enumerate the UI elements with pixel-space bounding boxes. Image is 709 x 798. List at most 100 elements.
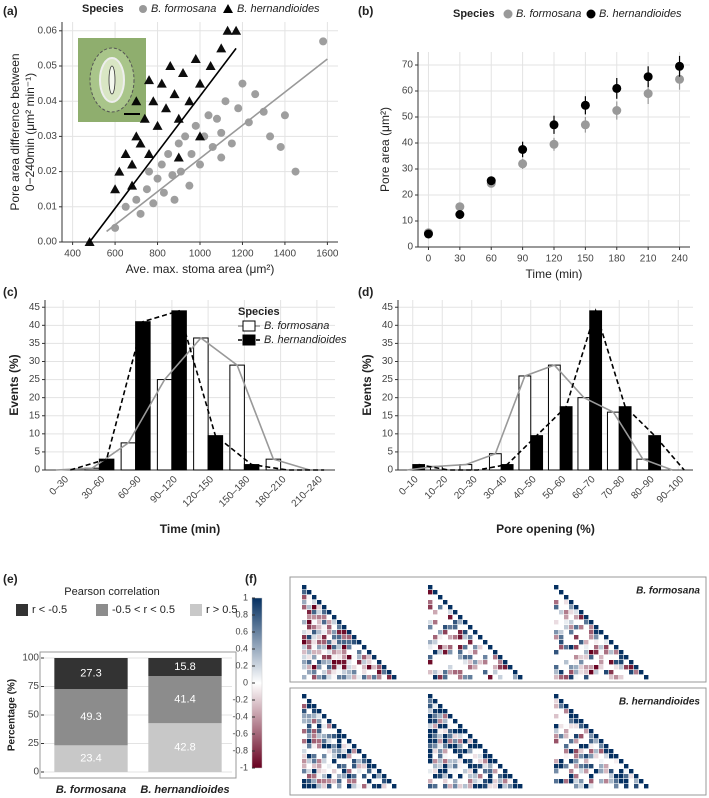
- matrix-cell: [337, 675, 342, 680]
- matrix-cell: [483, 764, 488, 769]
- matrix-cell: [574, 635, 579, 640]
- matrix-cell: [433, 590, 438, 595]
- point: [518, 145, 528, 154]
- matrix-cell: [327, 749, 332, 754]
- matrix-cell: [377, 660, 382, 665]
- matrix-cell: [443, 630, 448, 635]
- matrix-cell: [554, 724, 559, 729]
- matrix-cell: [302, 769, 307, 774]
- y-tick-label: 75: [28, 681, 40, 692]
- bar: [577, 397, 591, 471]
- legend-label: B. formosana: [151, 3, 216, 15]
- matrix-cell: [317, 734, 322, 739]
- matrix-cell: [327, 724, 332, 729]
- point: [549, 139, 559, 149]
- matrix-cell: [307, 640, 312, 645]
- panel-label: (d): [358, 285, 373, 299]
- point: [187, 150, 196, 158]
- y-tick-label: 5: [34, 447, 40, 458]
- matrix-cell: [327, 739, 332, 744]
- matrix-cell: [362, 655, 367, 660]
- point: [159, 188, 168, 197]
- matrix-cell: [433, 759, 438, 764]
- matrix-cell: [443, 714, 448, 719]
- matrix-cell: [569, 600, 574, 605]
- matrix-cell: [322, 670, 327, 675]
- matrix-cell: [317, 729, 322, 734]
- y-tick-label: 30: [382, 356, 394, 367]
- matrix-cell: [624, 665, 629, 670]
- matrix-cell: [478, 660, 483, 665]
- matrix-cell: [589, 734, 594, 739]
- matrix-cell: [559, 670, 564, 675]
- matrix-cell: [634, 779, 639, 784]
- point: [216, 43, 227, 53]
- matrix-cell: [483, 779, 488, 784]
- point: [185, 181, 194, 190]
- matrix-cell: [448, 605, 453, 610]
- matrix-cell: [579, 724, 584, 729]
- matrix-cell: [342, 754, 347, 759]
- matrix-cell: [438, 675, 443, 680]
- matrix-cell: [574, 675, 579, 680]
- y-tick-label: 0.02: [38, 166, 58, 177]
- y-tick-label: 0.01: [38, 201, 58, 212]
- matrix-cell: [443, 645, 448, 650]
- matrix-cell: [433, 754, 438, 759]
- matrix-cell: [463, 784, 468, 789]
- matrix-cell: [377, 675, 382, 680]
- matrix-cell: [574, 734, 579, 739]
- bar: [606, 411, 620, 471]
- matrix-cell: [347, 739, 352, 744]
- matrix-cell: [367, 764, 372, 769]
- matrix-cell: [357, 640, 362, 645]
- matrix-cell: [599, 645, 604, 650]
- matrix-cell: [569, 620, 574, 625]
- matrix-cell: [307, 595, 312, 600]
- matrix-cell: [493, 665, 498, 670]
- matrix-cell: [312, 640, 317, 645]
- matrix-cell: [337, 640, 342, 645]
- matrix-cell: [443, 774, 448, 779]
- y-tick-label: 0.00: [38, 237, 58, 248]
- x-tick-label: 180–210: [253, 474, 289, 510]
- matrix-cell: [438, 784, 443, 789]
- matrix-cell: [604, 650, 609, 655]
- matrix-cell: [478, 749, 483, 754]
- x-tick-label: 60: [486, 254, 498, 265]
- matrix-cell: [392, 675, 397, 680]
- matrix-cell: [337, 744, 342, 749]
- matrix-cell: [468, 625, 473, 630]
- matrix-cell: [362, 784, 367, 789]
- matrix-cell: [483, 660, 488, 665]
- x-tick-label: 1600: [316, 249, 339, 260]
- matrix-cell: [302, 749, 307, 754]
- matrix-cell: [428, 734, 433, 739]
- matrix-cell: [589, 784, 594, 789]
- matrix-cell: [312, 595, 317, 600]
- x-tick-label: 210–240: [290, 474, 326, 510]
- matrix-cell: [382, 665, 387, 670]
- matrix-cell: [599, 665, 604, 670]
- matrix-cell: [554, 630, 559, 635]
- legend-swatch: [139, 5, 147, 13]
- point: [580, 100, 590, 110]
- matrix-cell: [307, 660, 312, 665]
- matrix-cell: [367, 759, 372, 764]
- matrix-cell: [629, 665, 634, 670]
- x-axis-title: Ave. max. stoma area (μm²): [126, 262, 275, 276]
- point: [212, 114, 221, 123]
- y-tick-label: 25: [382, 374, 394, 385]
- matrix-cell: [322, 784, 327, 789]
- matrix-cell: [438, 769, 443, 774]
- matrix-cell: [589, 665, 594, 670]
- matrix-cell: [433, 739, 438, 744]
- matrix-cell: [604, 635, 609, 640]
- matrix-cell: [392, 784, 397, 789]
- matrix-cell: [332, 615, 337, 620]
- matrix-cell: [347, 635, 352, 640]
- matrix-cell: [619, 769, 624, 774]
- matrix-cell: [473, 630, 478, 635]
- correlation-matrix: [302, 585, 397, 680]
- matrix-cell: [337, 754, 342, 759]
